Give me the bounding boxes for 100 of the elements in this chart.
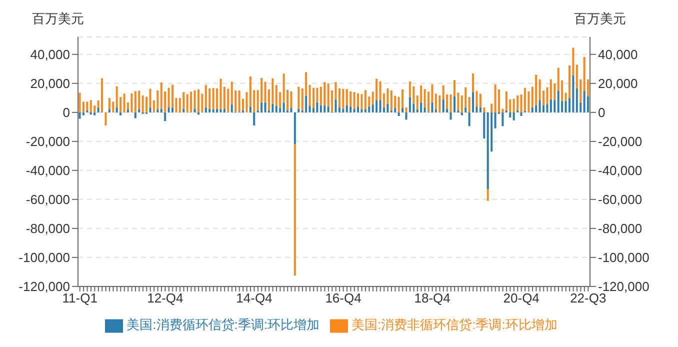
bar xyxy=(434,110,437,112)
y2-tick-label: -80,000 xyxy=(598,221,642,236)
bar xyxy=(554,83,556,100)
bar xyxy=(546,104,548,112)
bar xyxy=(442,99,444,112)
bar xyxy=(123,94,126,112)
bar xyxy=(434,94,437,110)
bar xyxy=(290,91,292,108)
bar xyxy=(546,87,548,104)
bar xyxy=(86,102,88,110)
bar xyxy=(308,84,311,106)
bar xyxy=(353,92,356,109)
bar xyxy=(182,92,185,109)
bar xyxy=(308,106,311,112)
bar xyxy=(408,97,411,112)
bar xyxy=(298,86,300,109)
bar xyxy=(238,90,240,112)
bar xyxy=(402,108,404,112)
bar xyxy=(216,108,218,112)
bar xyxy=(376,100,378,112)
bar xyxy=(294,144,296,276)
x-tick-label: 20-Q4 xyxy=(503,290,540,306)
bar xyxy=(94,112,96,116)
bar xyxy=(557,90,560,112)
bar xyxy=(168,107,170,112)
bar xyxy=(320,105,322,112)
bar xyxy=(450,112,452,120)
y-tick-label: -40,000 xyxy=(26,163,70,178)
bar xyxy=(223,108,226,112)
bar xyxy=(78,112,81,119)
legend-label: 美国:消费非循环信贷:季调:环比增加 xyxy=(352,317,558,332)
bar xyxy=(249,106,252,112)
bar xyxy=(479,94,482,108)
bar xyxy=(494,112,496,128)
x-tick-label: 14-Q4 xyxy=(236,290,272,306)
bar xyxy=(583,90,586,112)
bar xyxy=(364,110,366,112)
bar xyxy=(171,107,174,112)
bar xyxy=(550,79,552,100)
bar xyxy=(342,108,344,112)
bar xyxy=(350,106,352,112)
bar xyxy=(116,107,118,112)
bar xyxy=(134,112,136,118)
bar xyxy=(353,108,356,112)
bar xyxy=(516,95,519,110)
bar xyxy=(264,82,266,102)
bar xyxy=(576,88,578,112)
bar xyxy=(197,112,200,115)
bar xyxy=(208,108,211,112)
bar xyxy=(186,94,188,112)
bar xyxy=(253,112,256,126)
y-tick-label: -80,000 xyxy=(26,221,70,236)
bar xyxy=(197,89,200,112)
bar xyxy=(294,112,296,144)
y-axis-title: 百万美元 xyxy=(32,10,84,28)
bar xyxy=(420,102,422,112)
bar xyxy=(564,100,567,112)
bar xyxy=(424,89,426,108)
bar xyxy=(346,105,348,112)
bar xyxy=(194,108,196,112)
bar xyxy=(182,108,185,112)
bar xyxy=(82,112,84,116)
y2-tick-label: -100,000 xyxy=(598,250,650,266)
bar xyxy=(101,78,104,112)
bar xyxy=(486,189,489,201)
bar xyxy=(364,90,366,110)
y2-tick-label: 0 xyxy=(598,105,606,120)
bar xyxy=(357,106,360,112)
bar xyxy=(156,90,159,110)
bar xyxy=(357,93,360,107)
bar xyxy=(246,92,248,112)
bar xyxy=(334,99,337,112)
bar xyxy=(535,105,538,112)
bar xyxy=(312,88,314,108)
bar xyxy=(126,110,129,112)
bar xyxy=(505,91,508,110)
bar xyxy=(538,100,541,112)
bar xyxy=(230,104,233,112)
bar xyxy=(572,75,574,112)
bar xyxy=(82,102,84,112)
bar xyxy=(479,107,482,112)
bar xyxy=(386,88,389,104)
bar xyxy=(502,112,504,126)
bar xyxy=(142,95,144,112)
bar xyxy=(535,74,538,106)
bar xyxy=(104,112,107,126)
bar xyxy=(372,104,374,112)
bar xyxy=(134,91,136,112)
bar xyxy=(212,88,214,110)
bar xyxy=(279,108,282,112)
bar xyxy=(531,107,534,112)
bar xyxy=(379,100,382,112)
bar xyxy=(90,112,92,115)
bar xyxy=(550,99,552,112)
y-tick-label: -20,000 xyxy=(26,134,70,150)
bar xyxy=(220,78,222,110)
y-tick-label: -60,000 xyxy=(26,192,70,208)
bar xyxy=(402,89,404,108)
bar xyxy=(468,112,470,126)
bar xyxy=(346,89,348,106)
